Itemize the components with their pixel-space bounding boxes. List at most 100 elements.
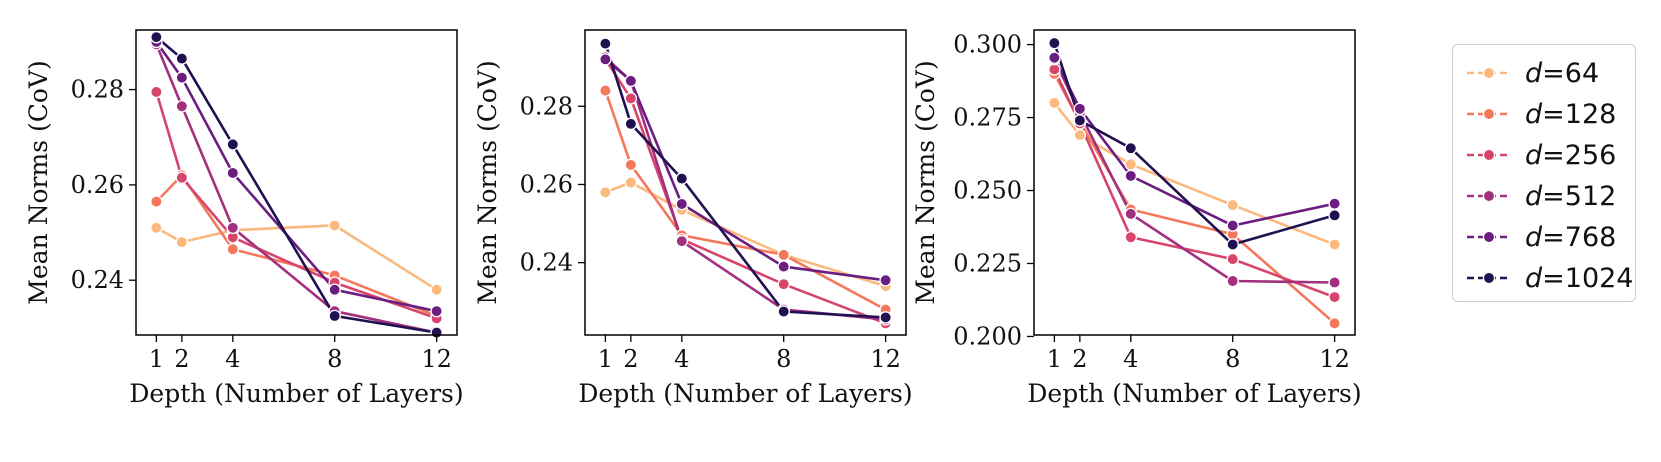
data-point xyxy=(1328,238,1341,251)
x-tick-label: 2 xyxy=(623,345,638,373)
legend-marker xyxy=(1482,66,1496,80)
data-point xyxy=(599,186,612,199)
data-point xyxy=(150,195,163,208)
legend-label: d=256 xyxy=(1525,139,1617,171)
data-point xyxy=(1328,290,1341,304)
data-point xyxy=(175,235,189,249)
legend-label: d=128 xyxy=(1525,98,1617,130)
data-point xyxy=(1226,252,1239,266)
data-point xyxy=(599,53,612,66)
legend-marker xyxy=(1482,271,1496,285)
series-line-d-256 xyxy=(1053,68,1336,299)
x-tick-label: 1 xyxy=(149,345,164,373)
y-tick-label: 0.26 xyxy=(520,170,573,198)
series-line-d-256 xyxy=(155,91,438,320)
legend-marker xyxy=(1482,189,1496,203)
data-point xyxy=(1048,36,1061,50)
data-point xyxy=(599,84,612,97)
x-tick-label: 2 xyxy=(174,345,189,373)
x-tick-label: 8 xyxy=(1225,345,1240,373)
data-point xyxy=(1328,209,1341,222)
legend-swatch xyxy=(1467,148,1511,162)
data-point xyxy=(175,171,189,184)
y-tick-label: 0.24 xyxy=(520,249,573,277)
x-tick-label: 4 xyxy=(225,345,240,373)
y-axis-label: Mean Norms (CoV) xyxy=(911,60,940,304)
x-tick-label: 2 xyxy=(1072,345,1087,373)
legend-label: d=512 xyxy=(1525,180,1617,212)
legend-swatch xyxy=(1467,189,1511,203)
x-tick-label: 8 xyxy=(327,345,342,373)
data-point xyxy=(175,52,189,65)
series-line-d-768 xyxy=(1053,57,1335,227)
data-point xyxy=(1048,51,1061,64)
data-point xyxy=(226,166,240,180)
axes-frame xyxy=(135,29,458,336)
data-point xyxy=(624,176,638,189)
data-point xyxy=(599,37,612,50)
y-axis-label: Mean Norms (CoV) xyxy=(473,60,502,304)
data-point xyxy=(328,283,341,296)
data-point xyxy=(430,304,443,318)
data-point xyxy=(1124,158,1138,171)
data-point xyxy=(624,92,638,105)
data-point xyxy=(150,85,163,99)
x-tick-label: 4 xyxy=(1123,345,1138,373)
y-axis-label: Mean Norms (CoV) xyxy=(24,60,53,304)
data-point xyxy=(226,138,240,151)
data-point xyxy=(175,71,189,84)
legend-swatch xyxy=(1467,66,1511,80)
legend-item: d=64 xyxy=(1465,53,1599,93)
data-point xyxy=(150,221,163,235)
data-point xyxy=(1124,169,1138,183)
data-point xyxy=(150,30,163,44)
data-point xyxy=(175,100,189,113)
data-point xyxy=(675,172,689,185)
legend-item: d=512 xyxy=(1465,176,1616,216)
data-point xyxy=(675,197,689,211)
series-line-d-1024 xyxy=(604,43,886,319)
x-axis-label: Depth (Number of Layers) xyxy=(1027,379,1361,408)
legend-swatch xyxy=(1467,271,1511,285)
data-point xyxy=(624,117,638,131)
data-point xyxy=(777,260,790,273)
data-point xyxy=(1048,96,1061,110)
legend-swatch xyxy=(1467,230,1511,244)
data-point xyxy=(1073,102,1087,116)
data-point xyxy=(328,219,341,232)
data-point xyxy=(879,311,892,324)
data-point xyxy=(879,274,892,287)
data-point xyxy=(1328,197,1341,210)
data-point xyxy=(328,309,341,323)
data-point xyxy=(675,234,689,248)
x-tick-label: 12 xyxy=(421,345,452,373)
axes-frame xyxy=(584,29,907,336)
chart-panel-3: 1 2 4 8 12 0.200 0.225 0.250 0.275 0.300 Depth (Nu… xyxy=(911,29,1362,408)
series-line-d-64 xyxy=(1053,102,1336,246)
data-point xyxy=(1073,128,1087,142)
legend-label: d=1024 xyxy=(1525,262,1634,294)
data-point xyxy=(777,305,790,318)
legend-marker xyxy=(1482,148,1496,162)
legend-item: d=128 xyxy=(1465,94,1616,134)
legend-marker xyxy=(1482,230,1496,244)
legend: d=64 d=128 d=256 d=512 d=768 d=1024 xyxy=(1452,44,1636,302)
legend-label: d=768 xyxy=(1525,221,1617,253)
chart-panel-1: 1 2 4 8 12 0.24 0.26 0.28 Depth (Number of Layer… xyxy=(24,29,464,408)
legend-item: d=1024 xyxy=(1465,258,1633,298)
y-tick-label: 0.225 xyxy=(953,249,1022,277)
legend-label: d=64 xyxy=(1525,57,1600,89)
data-point xyxy=(1328,317,1341,330)
x-tick-label: 12 xyxy=(1319,345,1350,373)
data-point xyxy=(1226,198,1239,212)
data-point xyxy=(1073,114,1087,127)
data-point xyxy=(777,248,790,262)
data-point xyxy=(1124,230,1138,244)
data-point xyxy=(1226,274,1239,288)
data-point xyxy=(624,158,638,172)
data-point xyxy=(1226,238,1239,251)
y-tick-label: 0.200 xyxy=(953,322,1022,350)
data-point xyxy=(1048,63,1061,76)
series-line-d-1024 xyxy=(155,36,437,334)
